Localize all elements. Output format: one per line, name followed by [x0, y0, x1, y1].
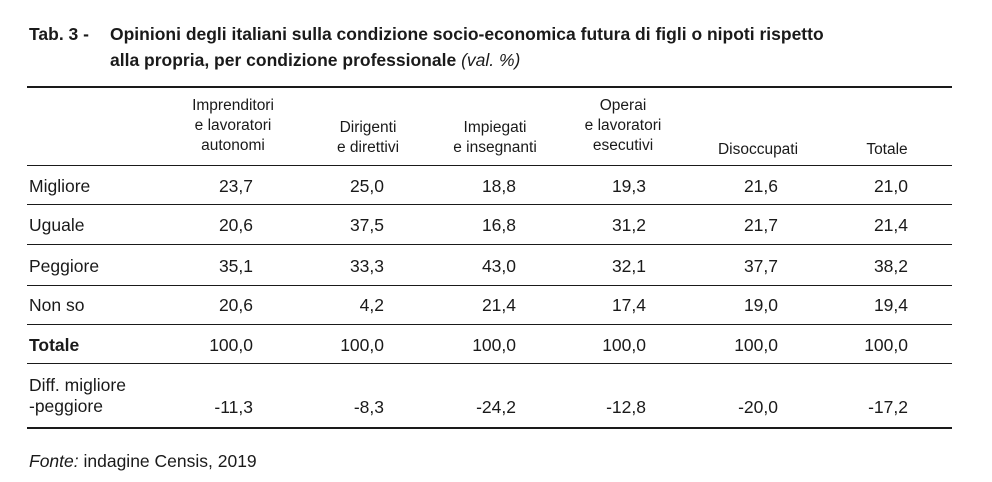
row-label-peggiore: Peggiore [29, 256, 100, 276]
value-cell: 21,4 [481, 295, 516, 315]
row-label-uguale: Uguale [29, 215, 85, 235]
row-label-line: -peggiore [29, 396, 103, 416]
value-cell: -12,8 [606, 397, 646, 417]
title-unit: (val. %) [461, 50, 521, 70]
row-rule [27, 324, 952, 325]
value-cell: 32,1 [611, 256, 646, 276]
value-cell: 19,3 [611, 176, 646, 196]
row-rule [27, 363, 952, 364]
value-cell: 19,0 [743, 295, 778, 315]
value-cell: -24,2 [476, 397, 516, 417]
top-rule [27, 86, 952, 88]
column-header-disoccupati: Disoccupati [688, 140, 828, 160]
header-line: Dirigenti [339, 119, 397, 136]
table-title: Tab. 3 - Opinioni degli italiani sulla c… [29, 21, 964, 73]
value-cell: 23,7 [218, 176, 253, 196]
header-line: Totale [866, 141, 908, 158]
value-cell: 37,5 [349, 215, 384, 235]
value-cell: 18,8 [481, 176, 516, 196]
value-cell: 43,0 [481, 256, 516, 276]
header-line: e insegnanti [453, 139, 537, 156]
value-cell: 100,0 [340, 335, 384, 355]
column-header-impiegati: Impiegati e insegnanti [425, 118, 565, 158]
header-line: esecutivi [592, 137, 654, 154]
value-cell: 21,0 [873, 176, 908, 196]
bottom-rule [27, 427, 952, 429]
value-cell: 33,3 [349, 256, 384, 276]
value-cell: 100,0 [734, 335, 778, 355]
header-rule [27, 165, 952, 166]
value-cell: -11,3 [214, 397, 253, 417]
value-cell: 31,2 [611, 215, 646, 235]
value-cell: 21,6 [743, 176, 778, 196]
value-cell: 4,2 [359, 295, 384, 315]
column-header-operai: Operai e lavoratori esecutivi [553, 96, 693, 156]
source-label: Fonte: [29, 451, 79, 471]
value-cell: 21,7 [743, 215, 778, 235]
source-note: Fonte: indagine Censis, 2019 [29, 450, 257, 472]
row-rule [27, 204, 952, 205]
value-cell: 20,6 [218, 295, 253, 315]
header-line: Impiegati [463, 119, 527, 136]
header-line: Imprenditori [192, 97, 274, 114]
header-line: autonomi [201, 137, 265, 154]
value-cell: 25,0 [349, 176, 384, 196]
value-cell: 35,1 [218, 256, 253, 276]
row-rule [27, 285, 952, 286]
row-label-diff: Diff. migliore -peggiore [29, 375, 126, 416]
value-cell: -20,0 [738, 397, 778, 417]
value-cell: 100,0 [602, 335, 646, 355]
header-line: e lavoratori [584, 117, 662, 134]
value-cell: 37,7 [743, 256, 778, 276]
source-text: indagine Censis, 2019 [78, 451, 257, 471]
value-cell: 100,0 [864, 335, 908, 355]
value-cell: 21,4 [873, 215, 908, 235]
table-number: Tab. 3 - [29, 24, 89, 44]
column-header-dirigenti: Dirigenti e direttivi [298, 118, 438, 158]
row-rule [27, 244, 952, 245]
header-line: Disoccupati [717, 141, 799, 158]
value-cell: -8,3 [353, 397, 384, 417]
value-cell: 19,4 [873, 295, 908, 315]
value-cell: 38,2 [873, 256, 908, 276]
row-label-line: Diff. migliore [29, 375, 126, 395]
value-cell: 100,0 [209, 335, 253, 355]
value-cell: 17,4 [611, 295, 646, 315]
value-cell: 100,0 [472, 335, 516, 355]
header-line: Operai [599, 97, 647, 114]
column-header-imprenditori: Imprenditori e lavoratori autonomi [163, 96, 303, 156]
title-line-2: alla propria, per condizione professiona… [110, 50, 457, 70]
title-line-1: Opinioni degli italiani sulla condizione… [110, 24, 824, 44]
header-line: e lavoratori [194, 117, 272, 134]
row-label-totale: Totale [29, 335, 80, 355]
value-cell: 20,6 [218, 215, 253, 235]
header-line: e direttivi [336, 139, 400, 156]
row-label-non-so: Non so [29, 295, 85, 315]
column-header-totale: Totale [817, 140, 957, 160]
value-cell: 16,8 [481, 215, 516, 235]
value-cell: -17,2 [868, 397, 908, 417]
row-label-migliore: Migliore [29, 176, 91, 196]
